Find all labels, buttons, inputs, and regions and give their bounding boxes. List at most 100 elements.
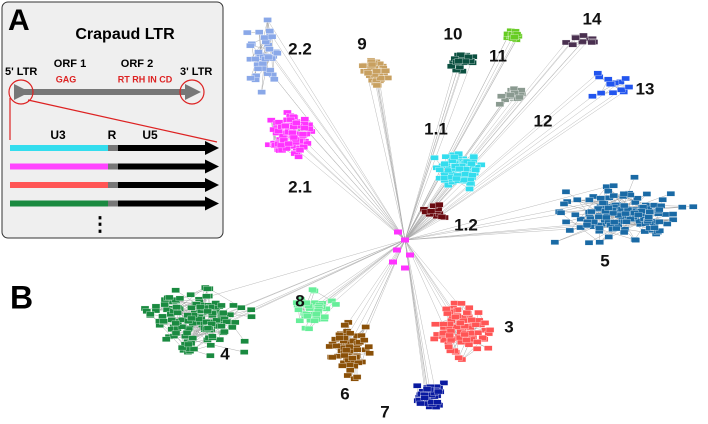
node (440, 161, 449, 167)
label: U5 (142, 128, 158, 142)
node (584, 240, 594, 246)
node (265, 46, 274, 52)
hub-edge (286, 132, 406, 241)
node (576, 216, 585, 222)
node (284, 140, 293, 147)
node (452, 175, 461, 182)
node (435, 201, 444, 208)
hub-edge (302, 125, 406, 241)
node (612, 225, 621, 232)
node (430, 155, 439, 161)
node (621, 75, 630, 82)
label: ⋮ (90, 213, 110, 235)
node (471, 322, 481, 328)
node (495, 101, 505, 107)
node (609, 219, 619, 225)
node (217, 323, 226, 329)
hub-edge (404, 186, 607, 241)
label: ORF 2 (121, 58, 153, 70)
node (258, 60, 268, 67)
node (151, 303, 161, 310)
node (203, 308, 212, 315)
node (668, 217, 678, 223)
ltr-arrow (185, 84, 201, 100)
r-segment (108, 200, 118, 207)
hub-edge (404, 55, 467, 241)
node (568, 42, 577, 48)
hub-edge (372, 66, 406, 241)
node (229, 302, 238, 309)
node (515, 94, 524, 101)
node (484, 345, 493, 351)
hub-node (389, 259, 397, 265)
panel-a: A Crapaud LTR 5' LTR ORF 1 ORF 2 3' LTR … (1, 1, 224, 239)
node (253, 66, 263, 72)
hub-edge (326, 239, 406, 310)
hub-edge (404, 55, 459, 241)
node (430, 336, 439, 342)
r-segment (108, 163, 118, 170)
node (340, 322, 349, 328)
node (413, 383, 422, 389)
node (619, 229, 629, 236)
node (595, 225, 604, 232)
node (260, 34, 269, 41)
node (462, 337, 471, 343)
node (289, 134, 299, 141)
node (251, 56, 260, 62)
panel-letter: A (8, 4, 30, 37)
hub-edge (404, 224, 602, 241)
node (454, 151, 463, 157)
hub-edge (404, 56, 474, 241)
hub-edge (404, 216, 443, 241)
node (273, 50, 282, 56)
node (579, 32, 588, 39)
node (310, 318, 319, 324)
hub-edge (365, 239, 406, 328)
node (571, 35, 580, 41)
node (451, 314, 460, 320)
ltr-bars (10, 141, 219, 211)
node (454, 355, 463, 361)
node (445, 332, 454, 339)
node (624, 84, 634, 90)
node (464, 54, 473, 60)
hub-edge (365, 65, 406, 241)
ltr-circle (179, 79, 205, 105)
node (274, 119, 284, 125)
node (247, 313, 256, 320)
node (443, 310, 452, 317)
u5-segment (118, 145, 206, 151)
cluster-label: 6 (340, 384, 349, 403)
u5-segment (118, 200, 206, 207)
node (246, 42, 255, 49)
node (292, 120, 301, 126)
node (655, 228, 664, 234)
panel-title: Crapaud LTR (75, 26, 175, 43)
label: U3 (50, 128, 66, 142)
node (160, 301, 169, 308)
node (619, 191, 629, 197)
node (295, 147, 305, 153)
node (431, 321, 440, 327)
node (434, 388, 443, 395)
label: GAG (56, 74, 77, 84)
node (360, 337, 369, 343)
node (187, 305, 196, 311)
node (622, 219, 631, 225)
node (320, 314, 329, 320)
node (416, 400, 425, 407)
node (619, 202, 629, 209)
node (472, 346, 482, 352)
node (365, 350, 374, 356)
hub-edge (404, 196, 624, 241)
node (655, 206, 664, 213)
cluster-label: 2.2 (288, 39, 312, 58)
node (202, 293, 211, 299)
zoom-line (27, 99, 218, 143)
hub-edge (273, 56, 406, 241)
hub-node (393, 247, 401, 253)
node (206, 342, 215, 348)
node (341, 347, 351, 353)
node (353, 347, 362, 353)
